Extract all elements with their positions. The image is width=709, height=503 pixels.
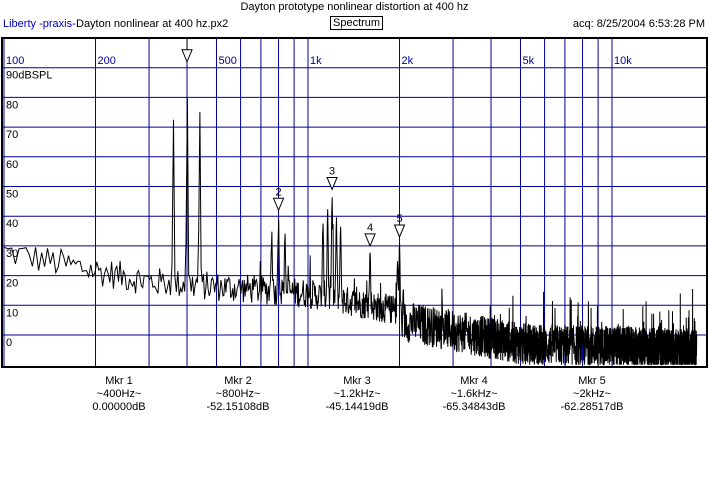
marker-name: Mkr 4 (460, 375, 488, 387)
marker-freq: ~1.2kHz~ (333, 388, 381, 400)
x-tick-label: 10k (614, 55, 632, 67)
marker-triangle-icon (272, 197, 285, 212)
marker-triangle-icon (326, 176, 338, 191)
marker-value: -65.34843dB (442, 401, 506, 413)
file-name: Dayton nonlinear at 400 hz.px2 (76, 18, 229, 30)
marker-triangle-icon (364, 233, 376, 248)
marker-freq: ~1.6kHz~ (450, 388, 498, 400)
y-tick-label: 0 (6, 337, 12, 349)
marker-freq: ~800Hz~ (215, 388, 261, 400)
marker-label: 2 (275, 186, 281, 198)
y-tick-label: 30 (6, 248, 18, 260)
marker-value: 0.00000dB (92, 401, 146, 413)
x-tick-label: 5k (522, 55, 534, 67)
marker-freq: ~2kHz~ (573, 388, 611, 400)
y-tick-label: 60 (6, 159, 18, 171)
marker-readout-3: Mkr 3 ~1.2kHz~ -45.14419dB (312, 375, 402, 414)
x-tick-label: 2k (402, 55, 414, 67)
marker-freq: ~400Hz~ (96, 388, 142, 400)
app-name: Liberty -praxis- (3, 18, 76, 30)
marker-value: -52.15108dB (206, 401, 270, 413)
marker-5[interactable]: 5 (393, 213, 406, 239)
window-title: Dayton prototype nonlinear distortion at… (240, 1, 469, 13)
marker-readout-5: Mkr 5 ~2kHz~ -62.28517dB (547, 375, 637, 414)
marker-name: Mkr 3 (343, 375, 371, 387)
spectrum-mode-button[interactable]: Spectrum (330, 16, 384, 30)
marker-value: -62.28517dB (560, 401, 624, 413)
y-tick-label: 90dBSPL (6, 70, 52, 82)
y-tick-label: 40 (6, 218, 18, 230)
marker-value: -45.14419dB (325, 401, 389, 413)
x-tick-label: 200 (98, 55, 116, 67)
marker-2[interactable]: 2 (272, 186, 285, 212)
y-tick-label: 80 (6, 99, 18, 111)
y-tick-label: 10 (6, 307, 18, 319)
marker-name: Mkr 1 (105, 375, 133, 387)
marker-triangle-icon (393, 224, 406, 239)
marker-label: 4 (367, 222, 373, 234)
y-tick-label: 20 (6, 278, 18, 290)
marker-readout-1: Mkr 1 ~400Hz~ 0.00000dB (74, 375, 164, 414)
x-tick-label: 1k (310, 55, 322, 67)
marker-triangle-icon (181, 49, 193, 64)
y-tick-label: 70 (6, 129, 18, 141)
marker-1[interactable] (181, 38, 193, 64)
plot-frame (1, 37, 708, 368)
y-tick-label: 50 (6, 189, 18, 201)
acquisition-timestamp: acq: 8/25/2004 6:53:28 PM (572, 18, 705, 30)
x-tick-label: 100 (6, 55, 24, 67)
marker-label: 3 (329, 165, 335, 177)
spectrum-trace (3, 98, 698, 366)
marker-3[interactable]: 3 (326, 165, 338, 191)
marker-readout-4: Mkr 4 ~1.6kHz~ -65.34843dB (429, 375, 519, 414)
marker-readout-2: Mkr 2 ~800Hz~ -52.15108dB (193, 375, 283, 414)
marker-label: 5 (396, 213, 402, 225)
marker-name: Mkr 5 (578, 375, 606, 387)
x-tick-label: 500 (218, 55, 236, 67)
marker-4[interactable]: 4 (364, 222, 376, 248)
marker-name: Mkr 2 (224, 375, 252, 387)
